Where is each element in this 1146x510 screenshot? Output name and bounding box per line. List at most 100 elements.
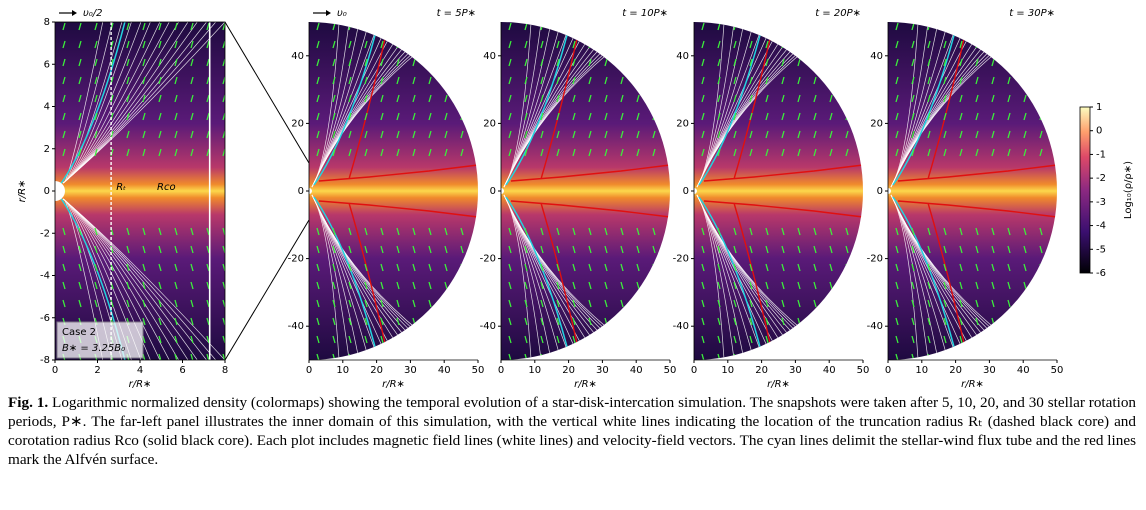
velocity-vector [158, 335, 162, 344]
y-tick-label: 20 [483, 118, 496, 129]
y-tick-label: 40 [676, 51, 689, 62]
velocity-vector [190, 40, 194, 49]
velocity-vector [1055, 58, 1057, 67]
velocity-vector [1007, 94, 1011, 103]
velocity-vector [701, 94, 705, 103]
velocity-vector [524, 130, 528, 139]
velocity-vector [829, 335, 833, 344]
velocity-vector [62, 22, 66, 31]
velocity-vector [588, 299, 592, 308]
velocity-vector [733, 245, 737, 254]
velocity-vector [588, 335, 592, 344]
velocity-vector [845, 22, 849, 31]
velocity-vector [428, 76, 432, 85]
velocity-vector [717, 76, 721, 85]
velocity-vector [1007, 263, 1011, 272]
velocity-vector [78, 299, 82, 308]
velocity-vector [975, 148, 979, 157]
velocity-vector [895, 76, 899, 85]
velocity-vector [524, 112, 528, 121]
velocity-vector [813, 130, 817, 139]
velocity-vector [733, 317, 737, 326]
velocity-vector [749, 22, 753, 31]
velocity-vector [927, 245, 931, 254]
velocity-vector [142, 263, 146, 272]
velocity-vector [556, 130, 560, 139]
velocity-vector [1055, 335, 1057, 344]
x-tick-label: 30 [404, 365, 417, 376]
velocity-vector [829, 58, 833, 67]
velocity-vector [781, 76, 785, 85]
velocity-vector [604, 130, 608, 139]
velocity-vector [604, 245, 608, 254]
y-tick-label: 0 [44, 186, 50, 197]
velocity-vector [895, 58, 899, 67]
velocity-vector [174, 317, 178, 326]
velocity-vector [1007, 58, 1011, 67]
velocity-vector [895, 299, 899, 308]
x-tick-label: 30 [983, 365, 996, 376]
velocity-vector [174, 227, 178, 236]
velocity-vector [126, 299, 130, 308]
annotation: B∗ = 3.25B₀ [62, 343, 125, 354]
velocity-vector [620, 148, 624, 157]
velocity-vector [508, 317, 512, 326]
velocity-vector [142, 22, 146, 31]
velocity-vector [765, 299, 769, 308]
velocity-vector [110, 130, 114, 139]
velocity-vector [1023, 263, 1027, 272]
velocity-vector [364, 148, 368, 157]
velocity-vector [1023, 94, 1027, 103]
velocity-vector [206, 94, 210, 103]
velocity-vector [829, 112, 833, 121]
velocity-vector [78, 227, 82, 236]
velocity-vector [1039, 263, 1043, 272]
velocity-vector [861, 76, 863, 85]
velocity-vector [911, 40, 915, 49]
velocity-vector [476, 76, 478, 85]
velocity-vector [126, 94, 130, 103]
velocity-vector [861, 299, 863, 308]
velocity-vector [126, 227, 130, 236]
velocity-vector [636, 112, 640, 121]
velocity-vector [636, 148, 640, 157]
velocity-vector [829, 40, 833, 49]
x-tick-label: 10 [528, 365, 541, 376]
velocity-vector [959, 245, 963, 254]
velocity-vector [749, 148, 753, 157]
velocity-vector [94, 130, 98, 139]
y-tick-label: 2 [44, 144, 50, 155]
velocity-vector [126, 263, 130, 272]
velocity-vector [765, 148, 769, 157]
velocity-vector [1007, 245, 1011, 254]
x-tick-label: 0 [498, 365, 504, 376]
velocity-vector [62, 76, 66, 85]
x-tick-label: 0 [52, 365, 58, 376]
velocity-vector [749, 245, 753, 254]
velocity-vector [588, 94, 592, 103]
velocity-vector [364, 58, 368, 67]
velocity-vector [364, 299, 368, 308]
velocity-vector [444, 58, 448, 67]
velocity-vector [460, 299, 464, 308]
velocity-vector [364, 227, 368, 236]
density-map [888, 22, 1057, 360]
velocity-vector [701, 227, 705, 236]
velocity-vector [701, 112, 705, 121]
velocity-vector [316, 245, 320, 254]
velocity-vector [895, 227, 899, 236]
velocity-vector [508, 299, 512, 308]
velocity-vector [460, 112, 464, 121]
density-map [501, 22, 670, 360]
velocity-vector [813, 245, 817, 254]
velocity-vector [588, 245, 592, 254]
velocity-vector [78, 76, 82, 85]
velocity-vector [158, 281, 162, 290]
velocity-vector [524, 227, 528, 236]
flux-tube-line [698, 22, 766, 186]
velocity-vector [348, 94, 352, 103]
velocity-vector [1023, 317, 1027, 326]
velocity-vector [316, 263, 320, 272]
velocity-vector [975, 317, 979, 326]
velocity-vector [190, 94, 194, 103]
